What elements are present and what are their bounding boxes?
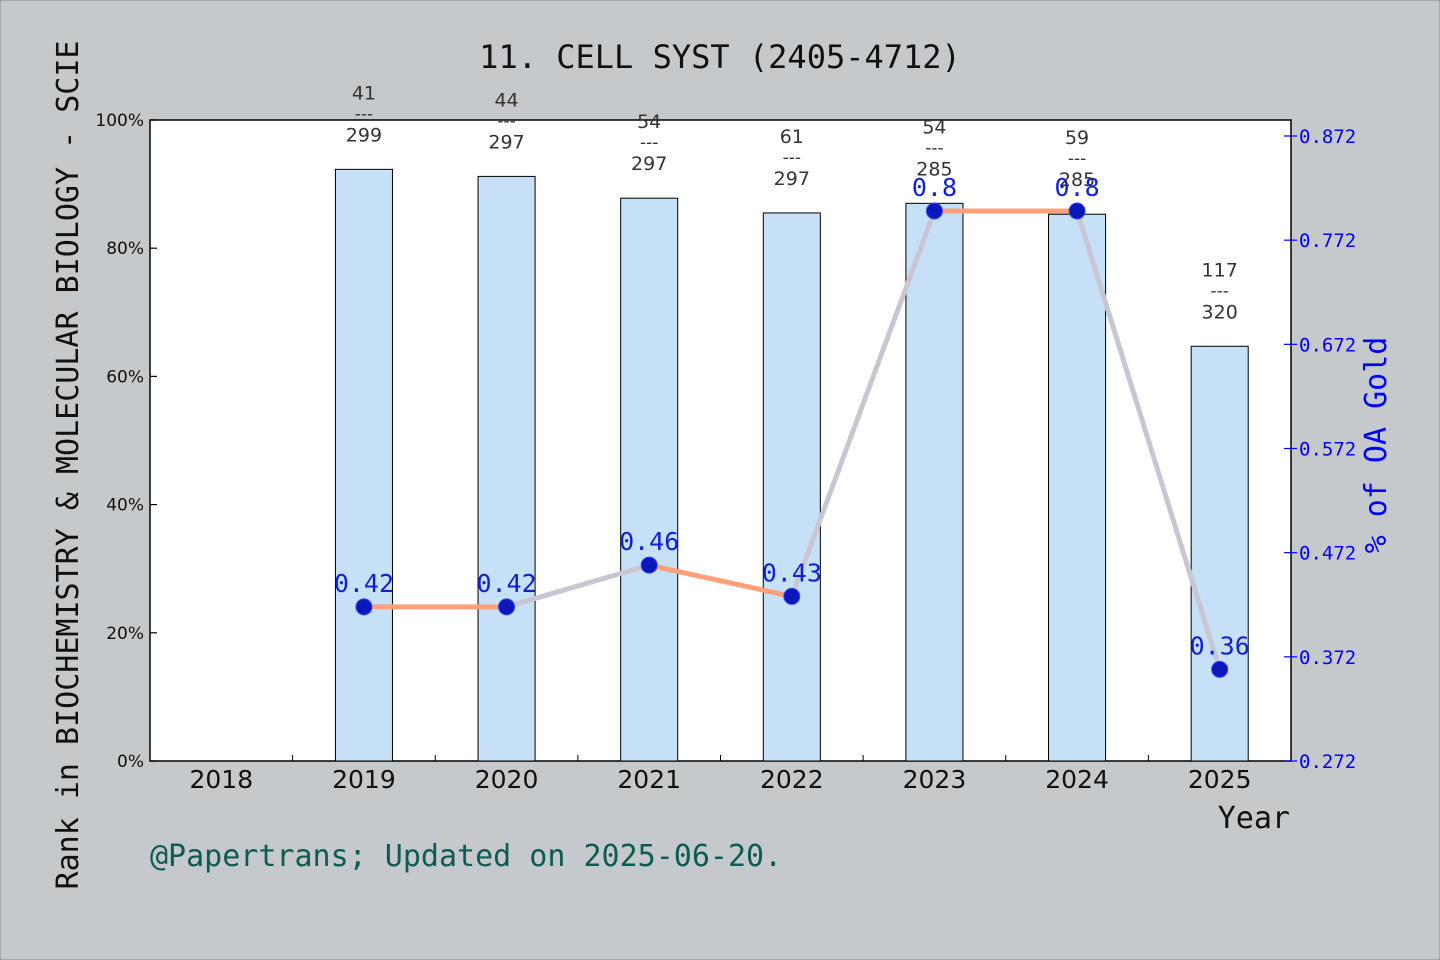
y2-tick-label-1: 0.372 xyxy=(1299,647,1356,669)
bar-total-label-2021: 297 xyxy=(631,153,667,175)
oa-value-label-2023: 0.8 xyxy=(912,173,957,202)
bar-rank-label-2022: 61 xyxy=(780,126,804,148)
y2-tick-label-5: 0.772 xyxy=(1299,230,1356,252)
right-axis: 0.272 0.372 0.472 0.572 0.672 0.772 0.872 xyxy=(1284,126,1356,773)
oa-point-2022 xyxy=(783,587,801,605)
bar-total-label-2025: 320 xyxy=(1202,301,1238,323)
bar-2024 xyxy=(1048,213,1107,762)
bar-rank-label-2024: 59 xyxy=(1065,127,1089,149)
bar-sep-label-2019: --- xyxy=(355,104,373,124)
bar-2020 xyxy=(477,175,536,762)
y-tick-label-4: 80% xyxy=(106,239,144,259)
bar-total-label-2022: 297 xyxy=(774,168,810,190)
x-tick-label-2021: 2021 xyxy=(617,765,681,794)
oa-value-label-2021: 0.46 xyxy=(619,527,679,556)
bar-2023 xyxy=(905,202,964,762)
bar-sep-label-2024: --- xyxy=(1068,149,1086,169)
oa-value-label-2020: 0.42 xyxy=(476,569,536,598)
bar-rank-label-2019: 41 xyxy=(352,82,376,104)
bar-total-label-2024: 285 xyxy=(1059,169,1095,191)
oa-point-2025 xyxy=(1211,660,1229,678)
bar-total-label-2023: 285 xyxy=(916,158,952,180)
oa-point-2023 xyxy=(925,202,943,220)
y-tick-label-0: 0% xyxy=(117,752,144,772)
x-tick-label-2020: 2020 xyxy=(475,765,539,794)
x-tick-label-2024: 2024 xyxy=(1045,765,1109,794)
oa-point-2019 xyxy=(355,598,373,616)
oa-point-2021 xyxy=(640,556,658,574)
bar-total-label-2019: 299 xyxy=(346,124,382,146)
y2-axis-label: % of OA Gold xyxy=(1359,337,1394,554)
y-axis-label: Rank in BIOCHEMISTRY & MOLECULAR BIOLOGY… xyxy=(51,41,86,890)
left-axis: 0% 20% 40% 60% 80% 100% xyxy=(95,111,157,772)
oa-value-label-2025: 0.36 xyxy=(1190,631,1250,660)
bar-sep-label-2021: --- xyxy=(640,133,658,153)
y2-tick-label-4: 0.672 xyxy=(1299,334,1356,356)
bar-total-label-2020: 297 xyxy=(488,131,524,153)
y2-tick-label-3: 0.572 xyxy=(1299,439,1356,461)
y-tick-label-5: 100% xyxy=(95,111,144,131)
x-tick-label-2023: 2023 xyxy=(903,765,967,794)
x-tick-label-2019: 2019 xyxy=(332,765,396,794)
oa-line-segment-2024-2025 xyxy=(1074,208,1223,672)
bar-sep-label-2025: --- xyxy=(1210,281,1228,301)
bar-sep-label-2023: --- xyxy=(925,138,943,158)
x-tick-label-2018: 2018 xyxy=(190,765,254,794)
bar-labels-group: 41---29944---29754---29761---29754---285… xyxy=(346,82,1238,323)
bar-2022 xyxy=(762,212,821,762)
x-axis: 2018 2019 2020 2021 2022 2023 2024 2025 xyxy=(190,755,1252,794)
y-tick-label-3: 60% xyxy=(106,367,144,387)
oa-line-segment-2020-2021 xyxy=(504,562,652,610)
x-tick-label-2025: 2025 xyxy=(1188,765,1252,794)
bar-rank-label-2021: 54 xyxy=(637,111,661,133)
bar-2021 xyxy=(620,197,679,762)
oa-value-label-2019: 0.42 xyxy=(334,569,394,598)
oa-point-2020 xyxy=(498,598,516,616)
oa-value-label-2022: 0.43 xyxy=(762,558,822,587)
oa-point-2024 xyxy=(1068,202,1086,220)
y2-tick-label-2: 0.472 xyxy=(1299,543,1356,565)
oa-line-segment-2021-2022 xyxy=(646,562,795,599)
plot-area xyxy=(149,119,1292,762)
bars-group xyxy=(334,168,1249,762)
oa-line-segment-2022-2023 xyxy=(789,208,937,599)
oa-value-label-2024: 0.8 xyxy=(1054,173,1099,202)
y2-tick-label-0: 0.272 xyxy=(1299,751,1356,773)
bar-rank-label-2020: 44 xyxy=(494,89,518,111)
bar-sep-label-2022: --- xyxy=(783,148,801,168)
bar-sep-label-2020: --- xyxy=(497,111,515,131)
bar-rank-label-2023: 54 xyxy=(922,116,946,138)
oa-gold-line-group: 0.42 0.42 0.46 0.43 0.8 0.8 0.36 xyxy=(334,173,1250,678)
chart-title: 11. CELL SYST (2405-4712) xyxy=(479,38,961,76)
x-axis-label: Year xyxy=(1218,801,1290,836)
y-tick-label-2: 40% xyxy=(106,496,144,516)
bar-rank-label-2025: 117 xyxy=(1202,259,1238,281)
y-tick-label-1: 20% xyxy=(106,624,144,644)
y2-tick-label-6: 0.872 xyxy=(1299,126,1356,148)
footer-note: @Papertrans; Updated on 2025-06-20. xyxy=(150,839,782,874)
x-tick-label-2022: 2022 xyxy=(760,765,824,794)
bar-2019 xyxy=(334,168,393,762)
bar-2025 xyxy=(1190,345,1249,762)
